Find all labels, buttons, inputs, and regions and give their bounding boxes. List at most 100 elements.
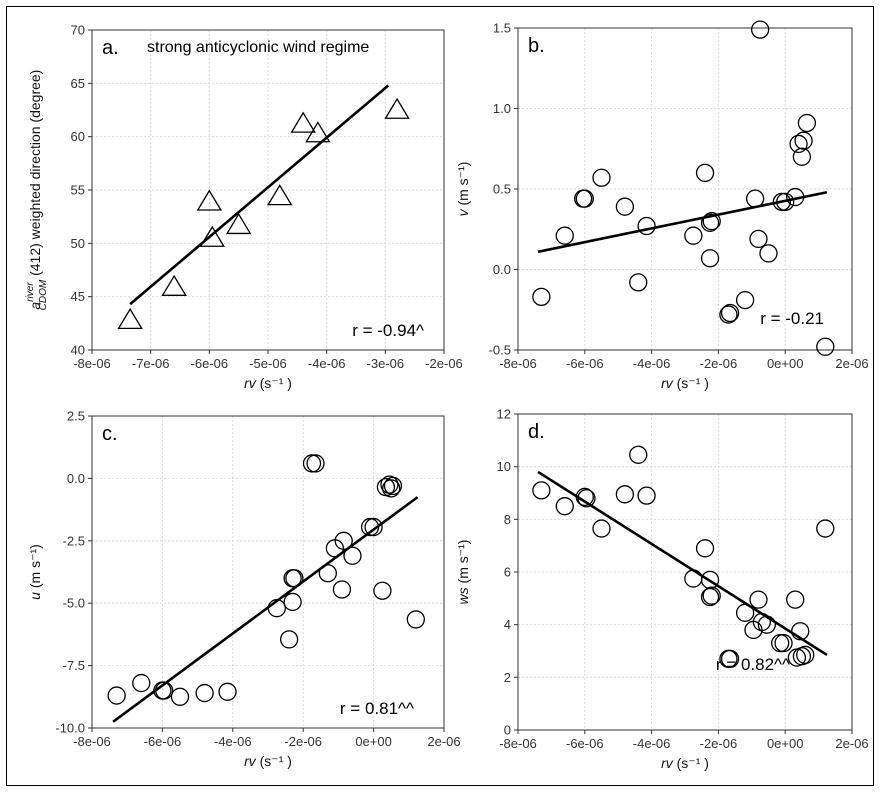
x-tick-label: -4e-06 <box>308 356 346 371</box>
x-tick-label: -6e-06 <box>191 356 229 371</box>
data-point-circle <box>792 147 812 166</box>
x-tick-label: -2e-06 <box>700 356 738 371</box>
data-point-circle <box>170 687 190 706</box>
x-tick-label: -8e-06 <box>499 736 537 751</box>
x-axis-label: rv (s⁻¹ ) <box>661 375 709 391</box>
data-point-circle <box>735 603 755 622</box>
x-tick-label: 0e+00 <box>767 356 804 371</box>
data-point-circle <box>789 134 808 154</box>
y-tick-label: -2.5 <box>63 533 85 548</box>
data-point-circle <box>283 569 302 588</box>
x-axis-label: rv (s⁻¹ ) <box>244 753 292 769</box>
y-axis-label: ariver CDOM (412) weighted direction (deg… <box>25 70 49 311</box>
data-point-circle <box>279 630 299 649</box>
x-tick-label: -8e-06 <box>73 734 111 749</box>
x-tick-label: -4e-06 <box>214 734 252 749</box>
data-point-circle <box>684 569 703 588</box>
x-tick-label: -2e-06 <box>700 736 738 751</box>
data-point-circle <box>637 486 656 505</box>
data-point-circle <box>749 590 768 609</box>
y-tick-label: 50 <box>71 236 85 251</box>
y-tick-label: 1.0 <box>493 101 511 116</box>
data-point-circle <box>794 131 813 150</box>
y-tick-label: 1.5 <box>493 21 511 36</box>
y-tick-label: 70 <box>71 23 85 38</box>
data-point-circle <box>637 216 656 236</box>
x-axis-label-var: rv <box>244 753 257 769</box>
data-point-triangle <box>305 121 331 143</box>
y-axis-label-var: v <box>455 208 471 216</box>
data-point-circle <box>771 633 790 653</box>
y-tick-label: 2 <box>504 670 511 685</box>
data-point-circle <box>759 244 778 263</box>
y-axis-label-var: ws <box>455 587 471 604</box>
plot-border <box>91 415 445 729</box>
y-axis-label: v (m s⁻¹) <box>455 162 471 217</box>
y-tick-label: 6 <box>504 565 511 580</box>
data-point-circle <box>720 303 740 323</box>
data-point-circle <box>364 517 383 537</box>
data-point-circle <box>318 564 337 583</box>
correlation-annotation: r = -0.21 <box>760 309 824 328</box>
x-tick-label: -5e-06 <box>249 356 287 371</box>
y-tick-label: 8 <box>504 512 511 527</box>
x-tick-label: -2e-06 <box>284 734 322 749</box>
x-tick-label: -4e-06 <box>633 356 671 371</box>
y-tick-label: -0.5 <box>489 343 511 358</box>
x-tick-label: -7e-06 <box>132 356 170 371</box>
y-axis-label-sub: CDOM <box>38 279 49 310</box>
panel-d: -8e-06 -6e-06 -4e-06 -2e-06 0e+00 2e-06 0 2 4 6 8 1… <box>455 407 869 772</box>
data-point-circle <box>751 20 770 39</box>
data-point-circle <box>695 163 715 183</box>
data-point-triangle <box>199 225 225 247</box>
y-tick-label: 45 <box>71 289 85 304</box>
y-tick-label: 55 <box>71 183 85 198</box>
y-axis-label-rest: (m s⁻¹) <box>27 544 43 592</box>
x-tick-label: 0e+00 <box>767 736 804 751</box>
data-point-circle <box>700 213 720 232</box>
data-point-circle <box>774 633 793 653</box>
data-point-triangle <box>290 111 316 133</box>
data-point-circle <box>702 212 721 231</box>
x-tick-label: -8e-06 <box>73 356 111 371</box>
data-point-circle <box>283 592 302 612</box>
y-tick-label: 12 <box>497 407 511 422</box>
regression-line <box>537 470 828 657</box>
data-point-circle <box>334 531 353 550</box>
data-point-circle <box>615 485 635 504</box>
y-tick-label: 60 <box>71 129 85 144</box>
x-tick-label: -4e-06 <box>633 736 671 751</box>
data-point-circle <box>702 586 721 605</box>
data-point-triangle <box>117 307 143 330</box>
x-tick-label: -8e-06 <box>499 356 537 371</box>
data-point-circle <box>218 682 237 701</box>
data-point-circle <box>592 519 611 538</box>
y-tick-label: 0.0 <box>493 262 511 277</box>
y-tick-label: 65 <box>71 76 85 91</box>
y-tick-label: 0.5 <box>493 182 511 197</box>
data-point-circle <box>786 187 805 207</box>
data-point-triangle <box>161 274 187 296</box>
data-point-circle <box>406 610 425 629</box>
data-point-triangle <box>267 184 293 206</box>
y-tick-label: -10.0 <box>55 721 85 736</box>
data-point-circle <box>745 189 765 208</box>
data-point-circle <box>360 517 380 537</box>
y-axis-label-var: u <box>27 592 43 600</box>
data-point-circle <box>573 189 593 208</box>
data-point-circle <box>796 645 815 665</box>
data-point-circle <box>749 229 768 249</box>
x-axis-label-unit: (s⁻¹ ) <box>256 753 292 769</box>
data-point-circle <box>791 622 810 641</box>
y-tick-label: -5.0 <box>63 596 85 611</box>
y-axis-label: u (m s⁻¹) <box>27 544 43 600</box>
data-point-triangle <box>225 212 252 235</box>
correlation-annotation: r = 0.82^^ <box>716 655 790 674</box>
y-axis-label-var: a <box>27 302 43 310</box>
plot-border <box>517 413 853 731</box>
data-point-circle <box>555 497 574 516</box>
data-point-circle <box>532 481 551 500</box>
data-point-circle <box>302 454 322 473</box>
y-axis-label-sup: river <box>25 282 36 302</box>
